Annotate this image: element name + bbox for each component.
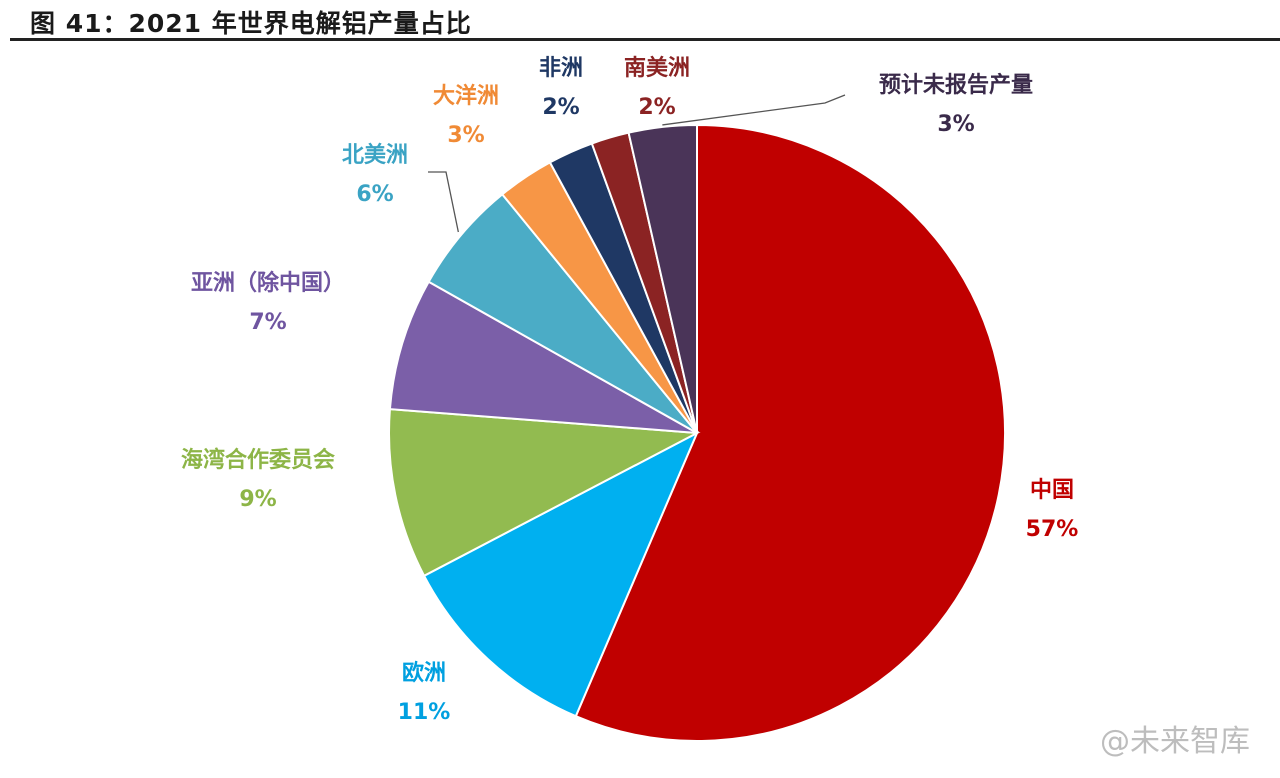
chart-title: 图 41：2021 年世界电解铝产量占比 — [30, 9, 472, 38]
title-underline — [10, 38, 1280, 41]
slice-name-label: 亚洲（除中国） — [191, 270, 345, 296]
slice-percent-label: 2% — [542, 95, 579, 120]
pie-slice — [627, 123, 698, 434]
pie-slice — [388, 407, 701, 578]
pie-slices — [388, 123, 1006, 742]
slice-name-label: 北美洲 — [342, 142, 408, 168]
slice-percent-label: 3% — [937, 112, 974, 137]
slice-percent-label: 11% — [398, 700, 451, 725]
slice-name-label: 海湾合作委员会 — [181, 447, 335, 473]
slice-percent-label: 57% — [1026, 517, 1079, 542]
pie-slice — [388, 280, 698, 434]
slice-percent-label: 9% — [239, 487, 276, 512]
slice-name-label: 欧洲 — [402, 660, 446, 686]
slice-name-label: 预计未报告产量 — [879, 73, 1033, 98]
watermark: @未来智库 — [1100, 724, 1250, 759]
leader-lines — [428, 94, 846, 233]
pie-slice — [574, 123, 1006, 742]
slice-percent-label: 3% — [447, 123, 484, 148]
slice-percent-label: 2% — [638, 95, 675, 120]
slice-percent-label: 6% — [356, 182, 393, 207]
slice-name-label: 中国 — [1030, 478, 1074, 503]
leader-line — [662, 94, 846, 126]
slice-labels: 中国 57% 欧洲 11% 海湾合作委员会 9% 亚洲（除中国） 7% 北美洲 6% 大洋洲 3% 非洲… — [181, 55, 1078, 725]
slice-name-label: 非洲 — [539, 56, 583, 81]
slice-name-label: 南美洲 — [624, 55, 690, 81]
slice-percent-label: 7% — [249, 310, 286, 335]
leader-line — [428, 171, 459, 233]
slice-name-label: 大洋洲 — [433, 83, 499, 109]
pie-slice — [422, 430, 700, 718]
